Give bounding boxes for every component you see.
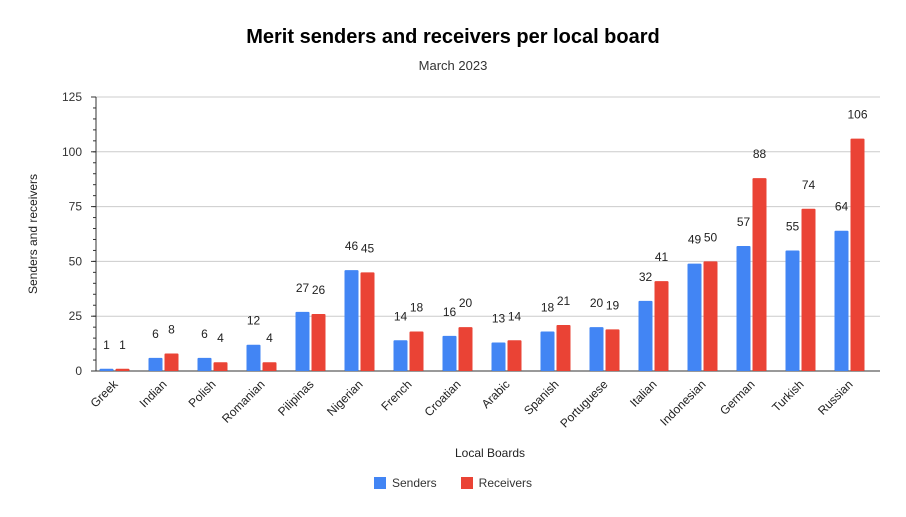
data-label-senders-italian: 32 [639,270,653,284]
y-tick-label: 25 [69,309,83,323]
bar-senders-arabic [491,342,506,371]
data-label-senders-spanish: 18 [541,301,555,315]
bar-senders-nigerian [344,270,359,371]
data-label-senders-portuguese: 20 [590,296,604,310]
bar-receivers-romanian [262,362,277,371]
y-tick-label: 75 [69,200,83,214]
x-tick-label: Russian [815,377,856,418]
x-tick-label: Romanian [219,377,268,426]
bar-receivers-french [409,331,424,371]
bar-senders-polish [197,357,212,371]
x-tick-label: Nigerian [324,377,366,419]
data-label-senders-romanian: 12 [247,314,261,328]
data-label-senders-russian: 64 [835,200,849,214]
data-label-senders-nigerian: 46 [345,239,359,253]
data-label-receivers-turkish: 74 [802,178,816,192]
data-label-senders-german: 57 [737,215,751,229]
data-label-receivers-pilipinas: 26 [312,283,326,297]
data-label-receivers-polish: 4 [217,331,224,345]
bar-senders-spanish [540,331,555,371]
bar-receivers-portuguese [605,329,620,371]
data-label-senders-french: 14 [394,309,408,323]
legend-item-senders[interactable]: Senders [373,476,437,490]
legend-label-receivers: Receivers [478,476,533,490]
bar-receivers-polish [213,362,228,371]
data-label-receivers-portuguese: 19 [606,298,620,312]
x-tick-label: Greek [88,377,122,411]
bar-receivers-pilipinas [311,314,326,371]
bar-receivers-german [752,178,767,371]
y-axis-label: Senders and receivers [26,174,40,294]
legend-swatch-senders [373,477,386,489]
data-label-senders-greek: 1 [103,338,110,352]
x-tick-label: Turkish [769,377,806,414]
x-tick-label: Pilipinas [275,377,317,419]
data-label-receivers-arabic: 14 [508,309,522,323]
bar-senders-romanian [246,344,261,371]
y-tick-label: 50 [69,254,83,268]
bar-senders-german [736,246,751,371]
data-label-receivers-indian: 8 [168,322,175,336]
x-tick-label: Indonesian [657,377,708,428]
bar-receivers-croatian [458,327,473,371]
bar-senders-french [393,340,408,371]
y-tick-label: 0 [75,364,82,378]
bar-senders-russian [834,230,849,371]
x-tick-label: French [378,377,414,413]
bar-receivers-greek [115,368,130,371]
data-label-receivers-nigerian: 45 [361,241,375,255]
data-label-receivers-german: 88 [753,147,767,161]
y-tick-label: 125 [62,90,82,104]
bar-senders-indonesian [687,263,702,371]
chart-legend: Senders Receivers [0,476,906,490]
x-tick-label: German [717,377,758,418]
bar-senders-turkish [785,250,800,371]
bar-receivers-russian [850,138,865,371]
data-label-receivers-spanish: 21 [557,294,571,308]
y-tick-label: 100 [62,145,82,159]
x-tick-label: Indian [137,377,170,410]
chart-title: Merit senders and receivers per local bo… [246,26,660,48]
legend-label-senders: Senders [391,476,437,490]
bar-senders-portuguese [589,327,604,371]
bar-senders-pilipinas [295,311,310,371]
data-label-senders-arabic: 13 [492,312,506,326]
x-tick-label: Italian [627,377,660,410]
data-label-senders-polish: 6 [201,327,208,341]
data-label-receivers-indonesian: 50 [704,230,718,244]
x-axis-label: Local Boards [455,446,525,460]
data-label-senders-croatian: 16 [443,305,457,319]
data-label-receivers-french: 18 [410,301,424,315]
bar-senders-indian [148,357,163,371]
data-label-senders-indian: 6 [152,327,159,341]
x-tick-label: Croatian [422,377,464,419]
x-tick-label: Portuguese [557,377,611,431]
x-tick-label: Spanish [521,377,562,418]
data-label-senders-indonesian: 49 [688,233,702,247]
bar-receivers-indonesian [703,261,718,371]
bar-senders-greek [99,368,114,371]
bar-senders-italian [638,300,653,371]
legend-swatch-receivers [460,477,473,489]
chart-subtitle: March 2023 [418,58,488,73]
bar-receivers-indian [164,353,179,371]
bar-receivers-arabic [507,340,522,371]
bar-receivers-spanish [556,324,571,371]
bar-receivers-nigerian [360,272,375,371]
data-label-receivers-romanian: 4 [266,331,273,345]
bar-senders-croatian [442,335,457,371]
x-tick-label: Polish [186,377,219,410]
legend-item-receivers[interactable]: Receivers [460,476,533,490]
data-label-senders-turkish: 55 [786,219,800,233]
data-label-senders-pilipinas: 27 [296,281,310,295]
bar-receivers-italian [654,281,669,371]
data-label-receivers-croatian: 20 [459,296,473,310]
x-tick-label: Arabic [479,377,513,411]
bar-receivers-turkish [801,208,816,371]
data-label-receivers-greek: 1 [119,338,126,352]
data-label-receivers-russian: 106 [847,108,867,122]
data-label-receivers-italian: 41 [655,250,669,264]
